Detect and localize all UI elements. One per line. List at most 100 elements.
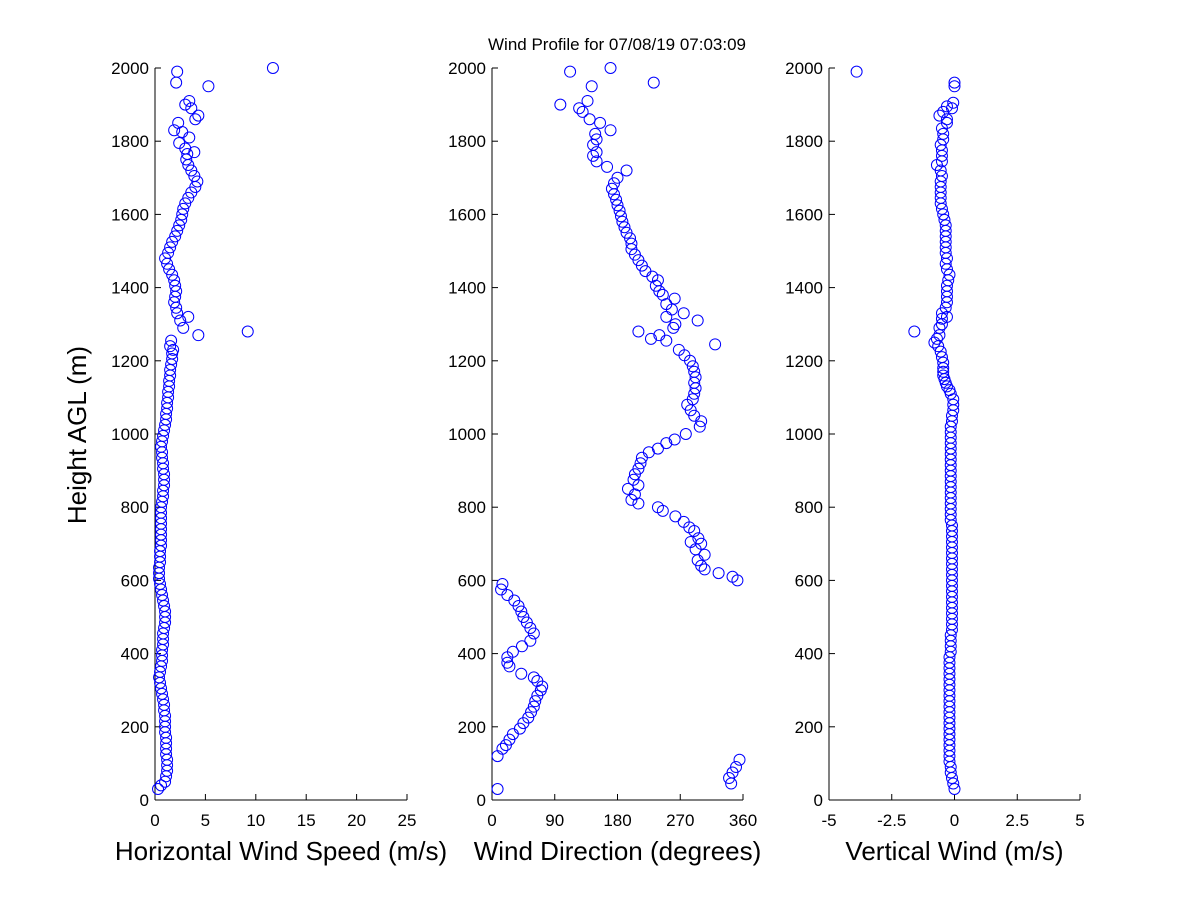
data-point	[627, 473, 640, 486]
data-point	[163, 263, 176, 276]
x-tick-label: -5	[821, 811, 836, 830]
data-point	[164, 340, 177, 353]
x-tick-label: 90	[545, 811, 564, 830]
data-point	[515, 605, 528, 618]
data-point	[266, 62, 279, 74]
y-tick-label: 600	[121, 571, 149, 590]
data-point	[576, 105, 589, 118]
data-point	[940, 310, 953, 323]
data-point	[604, 62, 617, 74]
data-point	[169, 230, 182, 243]
data-point	[192, 109, 205, 122]
panel-1: 0 200 400 600 800 1000 1200 1400 1600 1800 2000 0 90…	[448, 59, 761, 866]
data-point	[581, 94, 594, 107]
data-point	[610, 193, 623, 206]
data-point	[850, 65, 863, 78]
data-point	[945, 102, 958, 115]
data-point	[677, 307, 690, 320]
y-tick-label: 800	[121, 498, 149, 517]
data-point	[583, 113, 596, 126]
y-tick-label: 1400	[448, 279, 486, 298]
data-point	[712, 567, 725, 580]
y-tick-label: 400	[795, 645, 823, 664]
data-point	[159, 252, 172, 265]
data-point	[554, 98, 567, 111]
data-point	[940, 279, 953, 292]
data-point	[908, 325, 921, 338]
data-point	[171, 224, 184, 237]
data-point	[529, 695, 542, 708]
data-point	[934, 345, 947, 358]
data-point	[692, 532, 705, 545]
x-tick-label: 15	[297, 811, 316, 830]
data-point	[620, 164, 633, 177]
data-point	[604, 124, 617, 137]
data-point	[672, 343, 685, 356]
y-tick-label: 0	[814, 791, 823, 810]
data-point	[192, 329, 205, 342]
y-tick-label: 200	[795, 718, 823, 737]
data-point	[651, 442, 664, 455]
data-point	[181, 148, 194, 161]
data-point	[948, 80, 961, 93]
data-point	[168, 124, 181, 137]
data-point	[524, 634, 537, 647]
data-point	[935, 351, 948, 364]
x-axis-label: Vertical Wind (m/s)	[845, 836, 1063, 866]
data-point	[948, 783, 961, 796]
x-tick-label: 5	[201, 811, 210, 830]
data-point	[185, 102, 198, 115]
data-point	[689, 371, 702, 384]
y-tick-label: 0	[477, 791, 486, 810]
data-point	[179, 98, 192, 111]
data-point	[660, 437, 673, 450]
y-tick-label: 800	[458, 498, 486, 517]
x-axis-label: Wind Direction (degrees)	[474, 836, 762, 866]
y-tick-label: 600	[458, 571, 486, 590]
data-point	[173, 219, 186, 232]
data-point	[669, 510, 682, 523]
data-point	[527, 700, 540, 713]
y-tick-label: 1600	[448, 205, 486, 224]
data-point	[169, 279, 182, 292]
data-point	[177, 321, 190, 334]
data-point	[517, 611, 530, 623]
data-point	[165, 334, 178, 347]
y-tick-label: 1800	[111, 132, 149, 151]
data-point	[241, 325, 254, 338]
y-tick-label: 800	[795, 498, 823, 517]
data-point	[191, 175, 204, 188]
data-point	[733, 753, 746, 766]
data-point	[496, 578, 509, 591]
data-point	[164, 241, 177, 254]
x-axis-label: Horizontal Wind Speed (m/s)	[115, 836, 447, 866]
data-point	[939, 219, 952, 232]
data-point	[515, 667, 528, 680]
data-point	[618, 221, 631, 234]
y-tick-label: 1800	[448, 132, 486, 151]
data-point	[647, 76, 660, 89]
data-point	[937, 127, 950, 140]
data-point	[171, 307, 184, 320]
data-point	[943, 268, 956, 281]
y-tick-label: 1600	[111, 205, 149, 224]
data-point	[564, 65, 577, 78]
data-point	[937, 208, 950, 221]
data-point	[589, 127, 602, 140]
data-point	[168, 274, 181, 287]
data-point	[166, 352, 179, 365]
data-point	[644, 332, 657, 345]
x-tick-label: 5	[1075, 811, 1084, 830]
data-point	[611, 171, 624, 184]
x-tick-label: 10	[246, 811, 265, 830]
data-point	[621, 482, 634, 495]
data-point	[669, 318, 682, 331]
data-point	[172, 116, 185, 129]
data-point	[693, 420, 706, 433]
x-tick-label: 360	[729, 811, 757, 830]
data-point	[166, 268, 179, 281]
data-point	[937, 356, 950, 369]
data-point	[943, 384, 956, 397]
